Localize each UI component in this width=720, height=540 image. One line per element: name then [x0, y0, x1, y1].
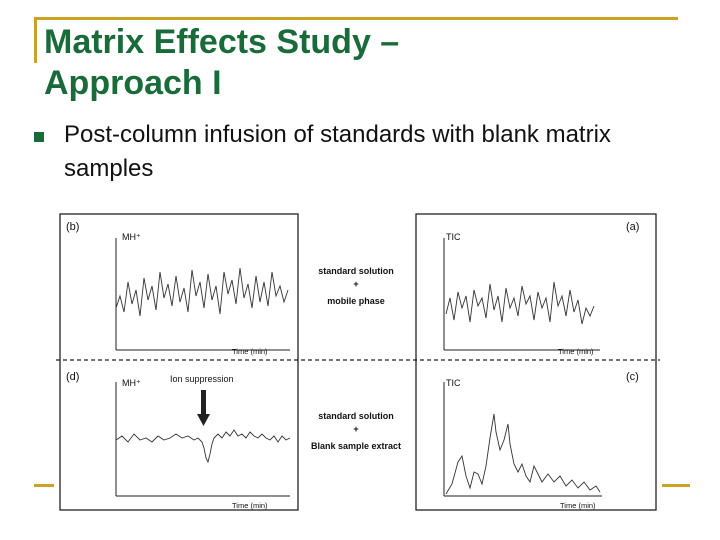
panel-a-trace — [445, 281, 595, 325]
right-panel-frame — [415, 213, 657, 511]
slide-title: Matrix Effects Study – Approach I — [44, 22, 684, 104]
bullet-text: Post-column infusion of standards with b… — [64, 121, 611, 182]
panel-d-signal-label: MH⁺ — [122, 378, 141, 388]
decor-line-left — [34, 17, 37, 63]
figure-canvas: (b) (a) (d) (c) MH⁺ TIC MH⁺ TIC Ion supp… — [56, 213, 660, 511]
bottom-caption-line-1: standard solution — [318, 411, 394, 421]
panel-c-axis-label: Time (min) — [560, 501, 596, 510]
panel-a-axis-label: Time (min) — [558, 347, 594, 356]
top-caption-plus: + — [353, 279, 358, 289]
chromatogram-figure: (b) (a) (d) (c) MH⁺ TIC MH⁺ TIC Ion supp… — [54, 212, 662, 512]
panel-d-tag: (d) — [66, 371, 79, 383]
top-caption-line-1: standard solution — [318, 266, 394, 276]
left-panel-frame — [59, 213, 299, 511]
panel-c-signal-label: TIC — [446, 378, 461, 388]
panel-c-trace — [445, 413, 601, 495]
slide-title-line-2: Approach I — [44, 64, 222, 102]
bottom-caption-plus: + — [353, 424, 358, 434]
panel-d-axis-label: Time (min) — [232, 501, 268, 510]
decor-line-bottom-right — [662, 484, 690, 487]
panel-b-trace — [115, 267, 289, 317]
panel-b-tag: (b) — [66, 221, 79, 233]
panel-a-tag: (a) — [626, 221, 639, 233]
ion-suppression-label: Ion suppression — [170, 374, 234, 384]
square-bullet-icon — [34, 132, 44, 142]
slide-title-line-1: Matrix Effects Study – — [44, 23, 400, 61]
suppression-arrow-head-icon — [197, 414, 210, 426]
suppression-arrow-shaft — [201, 390, 206, 416]
decor-line-bottom-left — [34, 484, 58, 487]
panel-d-trace — [115, 429, 291, 464]
panel-a-signal-label: TIC — [446, 232, 461, 242]
panel-c-tag: (c) — [626, 371, 639, 383]
panel-b-axis-label: Time (min) — [232, 347, 268, 356]
top-caption-line-2: mobile phase — [327, 296, 385, 306]
decor-line-top — [34, 17, 678, 20]
panel-b-signal-label: MH⁺ — [122, 232, 141, 242]
bottom-caption-line-2: Blank sample extract — [311, 441, 401, 451]
